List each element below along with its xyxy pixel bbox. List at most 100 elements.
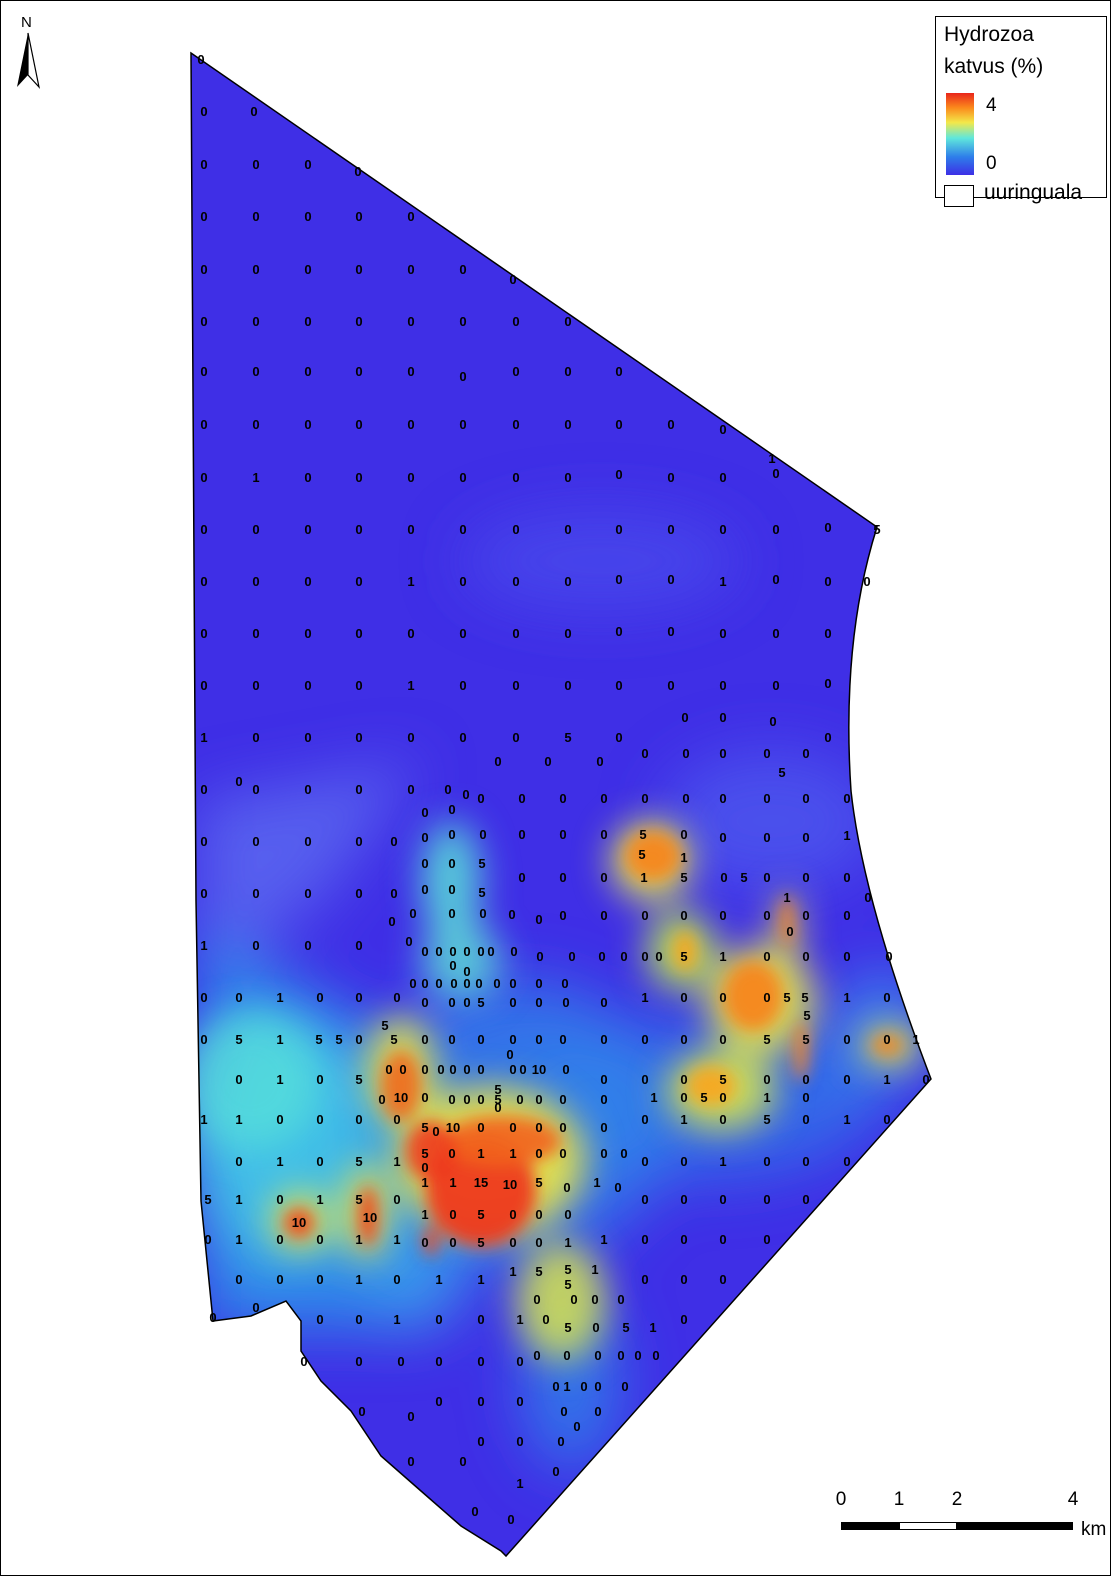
sample-point-label: 0: [591, 1292, 598, 1307]
sample-point-label: 0: [570, 1292, 577, 1307]
sample-point-label: 0: [617, 1348, 624, 1363]
sample-point-label: 1: [421, 1207, 428, 1222]
sample-point-label: 0: [580, 1379, 587, 1394]
sample-point-label: 0: [719, 1090, 726, 1105]
sample-point-label: 1: [355, 1232, 362, 1247]
sample-point-label: 1: [719, 949, 726, 964]
sample-point-label: 10: [503, 1177, 517, 1192]
sample-point-label: 0: [594, 1404, 601, 1419]
sample-point-label: 0: [200, 678, 207, 693]
sample-point-label: 0: [477, 1312, 484, 1327]
sample-point-label: 0: [535, 1120, 542, 1135]
sample-point-label: 1: [719, 574, 726, 589]
sample-point-label: 0: [200, 470, 207, 485]
sample-point-label: 0: [509, 1207, 516, 1222]
sample-point-label: 10: [532, 1062, 546, 1077]
sample-point-label: 0: [200, 314, 207, 329]
sample-point-label: 0: [252, 626, 259, 641]
sample-point-label: 0: [252, 314, 259, 329]
sample-point-label: 0: [559, 908, 566, 923]
sample-point-label: 0: [304, 938, 311, 953]
sample-point-label: 5: [535, 1264, 542, 1279]
sample-point-label: 1: [509, 1264, 516, 1279]
sample-point-label: 0: [512, 364, 519, 379]
sample-point-label: 5: [478, 885, 485, 900]
sample-point-label: 0: [802, 870, 809, 885]
sample-point-label: 0: [680, 827, 687, 842]
sample-point-label: 0: [535, 1092, 542, 1107]
sample-point-label: 10: [363, 1210, 377, 1225]
sample-point-label: 0: [304, 470, 311, 485]
sample-point-label: 5: [315, 1032, 322, 1047]
sample-point-label: 0: [641, 1272, 648, 1287]
sample-point-label: 0: [477, 1354, 484, 1369]
sample-point-label: 0: [304, 730, 311, 745]
sample-point-label: 0: [641, 908, 648, 923]
sample-point-label: 0: [680, 1232, 687, 1247]
sample-point-label: 0: [355, 1312, 362, 1327]
sample-point-label: 0: [719, 1192, 726, 1207]
sample-point-label: 5: [235, 1032, 242, 1047]
sample-point-label: 0: [407, 262, 414, 277]
sample-point-label: 0: [276, 1192, 283, 1207]
sample-point-label: 10: [446, 1120, 460, 1135]
sample-point-label: 0: [615, 364, 622, 379]
sample-point-label: 0: [843, 1032, 850, 1047]
sample-point-label: 0: [252, 886, 259, 901]
sample-point-label: 5: [638, 847, 645, 862]
sample-point-label: 0: [304, 782, 311, 797]
sample-point-label: 0: [276, 1112, 283, 1127]
sample-point-label: 0: [719, 1272, 726, 1287]
sample-point-label: 0: [477, 1120, 484, 1135]
sample-point-label: 0: [459, 626, 466, 641]
sample-point-label: 0: [641, 1112, 648, 1127]
sample-point-label: 0: [477, 1032, 484, 1047]
sample-point-label: 0: [459, 314, 466, 329]
sample-point-label: 0: [304, 314, 311, 329]
sample-point-label: 0: [477, 1062, 484, 1077]
sample-point-label: 0: [252, 364, 259, 379]
sample-point-label: 0: [772, 626, 779, 641]
sample-point-label: 0: [509, 1062, 516, 1077]
sample-point-label: 0: [559, 870, 566, 885]
sample-point-label: 0: [802, 908, 809, 923]
sample-point-label: 0: [355, 209, 362, 224]
sample-point-label: 0: [355, 1032, 362, 1047]
sample-point-label: 0: [883, 990, 890, 1005]
sample-point-label: 1: [719, 1154, 726, 1169]
sample-point-label: 5: [477, 1235, 484, 1250]
sample-point-label: 0: [252, 782, 259, 797]
sample-point-label: 0: [200, 522, 207, 537]
sample-point-label: 1: [407, 574, 414, 589]
sample-point-label: 0: [459, 730, 466, 745]
sample-point-label: 0: [719, 1232, 726, 1247]
sample-point-label: 0: [421, 805, 428, 820]
sample-point-label: 0: [509, 995, 516, 1010]
scale-segment-2: [899, 1522, 957, 1530]
sample-point-label: 0: [552, 1464, 559, 1479]
sample-point-label: 0: [463, 1092, 470, 1107]
sample-point-label: 1: [593, 1175, 600, 1190]
sample-point-label: 0: [435, 976, 442, 991]
sample-point-label: 0: [600, 995, 607, 1010]
sample-point-label: 0: [680, 1072, 687, 1087]
sample-point-label: 0: [200, 104, 207, 119]
sample-point-label: 1: [435, 1272, 442, 1287]
sample-point-label: 0: [304, 626, 311, 641]
sample-point-label: 0: [358, 1404, 365, 1419]
sample-point-label: 0: [355, 314, 362, 329]
sample-point-label: 0: [393, 1272, 400, 1287]
sample-point-label: 5: [535, 1175, 542, 1190]
sample-point-label: 0: [719, 990, 726, 1005]
sample-point-label: 1: [600, 1232, 607, 1247]
sample-point-label: 0: [252, 834, 259, 849]
sample-point-label: 0: [563, 1348, 570, 1363]
sample-point-label: 0: [564, 522, 571, 537]
sample-point-label: 10: [394, 1090, 408, 1105]
sample-point-label: 0: [421, 1090, 428, 1105]
sample-point-label: 0: [444, 782, 451, 797]
sample-point-label: 0: [641, 746, 648, 761]
sample-point-label: 0: [448, 1032, 455, 1047]
sample-point-label: 0: [399, 1062, 406, 1077]
sample-point-label: 1: [843, 828, 850, 843]
